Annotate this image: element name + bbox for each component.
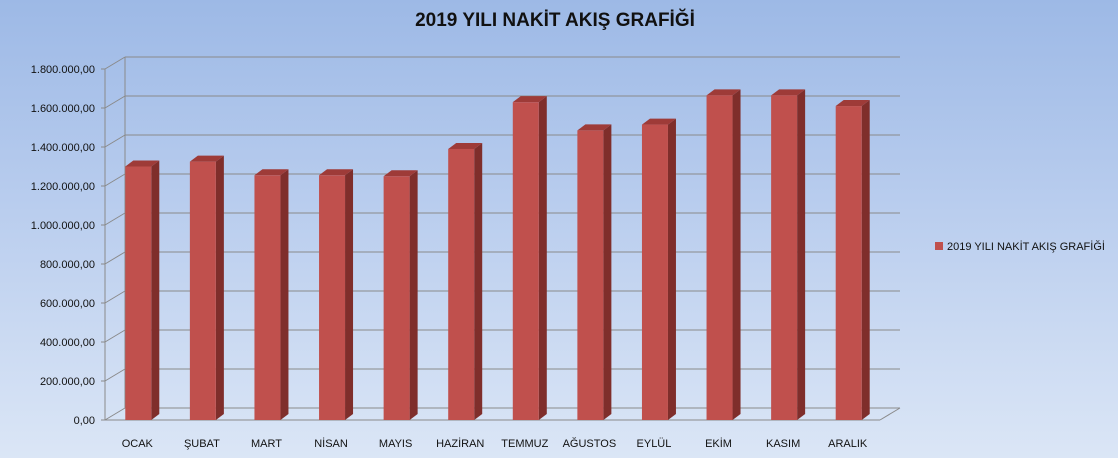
y-tick-label: 200.000,00 (40, 376, 95, 388)
grid-line-side (104, 212, 126, 226)
bar (641, 124, 668, 420)
grid-line-side (104, 251, 126, 265)
x-tick-label: MART (251, 438, 282, 450)
bar (512, 102, 539, 421)
grid-line-side (104, 173, 126, 187)
bar-top (771, 89, 806, 96)
bar (835, 106, 862, 421)
bar (254, 175, 281, 420)
grid-line-side (104, 95, 126, 109)
y-tick-label: 1.200.000,00 (31, 181, 95, 193)
legend-swatch (935, 242, 943, 250)
grid-line-side (104, 368, 126, 382)
bar (771, 95, 798, 420)
bar-side (345, 169, 354, 420)
bar-top (254, 169, 289, 176)
bar-top (641, 118, 676, 125)
bar-side (538, 96, 547, 421)
y-tick-label: 1.000.000,00 (31, 220, 95, 232)
bar-top (189, 155, 224, 162)
y-tick-label: 1.400.000,00 (31, 142, 95, 154)
grid-line-side (104, 56, 126, 70)
grid-line-side (104, 290, 126, 304)
grid-line-side (104, 329, 126, 343)
chart-title: 2019 YILI NAKİT AKIŞ GRAFİĞİ (415, 9, 695, 31)
bar (125, 166, 152, 420)
bar-side (861, 100, 870, 421)
bar (448, 148, 475, 420)
bar-side (732, 89, 741, 420)
bar (383, 176, 410, 420)
bar-top (448, 142, 483, 149)
bar-top (835, 100, 870, 107)
chart-axes: 0,00 200.000,00 400.000,00 600.000,00 800.00… (31, 56, 901, 427)
bar-top (706, 89, 741, 96)
x-tick-label: EKİM (705, 437, 732, 450)
bar-top (319, 169, 354, 176)
bar (706, 95, 733, 420)
x-tick-label: HAZİRAN (436, 437, 484, 450)
chart-bars (125, 89, 870, 421)
y-tick-label: 400.000,00 (40, 337, 95, 349)
x-tick-label: AĞUSTOS (563, 437, 617, 450)
x-tick-label: ŞUBAT (184, 438, 220, 450)
grid-line-side (104, 134, 126, 148)
bar-top (383, 170, 418, 177)
bar-side (280, 169, 289, 420)
floor-edge (879, 407, 901, 421)
x-tick-label: EYLÜL (637, 438, 672, 450)
y-tick-label: 0,00 (74, 415, 95, 427)
bar (319, 175, 346, 420)
bar-side (667, 118, 676, 420)
y-tick-label: 1.600.000,00 (31, 103, 95, 115)
x-tick-label: TEMMUZ (501, 438, 548, 450)
legend: 2019 YILI NAKİT AKIŞ GRAFİĞİ (935, 240, 1105, 253)
bar (189, 161, 216, 420)
x-axis-labels: OCAK ŞUBAT MART NİSAN MAYIS HAZİRAN TEMMUZ AĞUS… (122, 437, 868, 450)
x-tick-label: KASIM (766, 438, 800, 450)
x-tick-label: NİSAN (314, 437, 348, 450)
bar (577, 130, 604, 421)
legend-label: 2019 YILI NAKİT AKIŞ GRAFİĞİ (947, 240, 1105, 253)
bar-top (577, 124, 612, 131)
y-tick-label: 800.000,00 (40, 259, 95, 271)
bar-side (215, 155, 224, 420)
bar-side (603, 124, 612, 421)
y-tick-label: 600.000,00 (40, 298, 95, 310)
x-tick-label: MAYIS (379, 438, 412, 450)
bar-side (474, 142, 483, 420)
x-tick-label: ARALIK (828, 438, 868, 450)
bar-side (409, 170, 418, 420)
x-tick-label: OCAK (122, 438, 154, 450)
bar-side (151, 160, 160, 420)
y-tick-label: 1.800.000,00 (31, 64, 95, 76)
bar-top (512, 96, 547, 103)
grid-line-side (104, 407, 126, 421)
bar-top (125, 160, 160, 167)
bar-side (797, 89, 806, 420)
